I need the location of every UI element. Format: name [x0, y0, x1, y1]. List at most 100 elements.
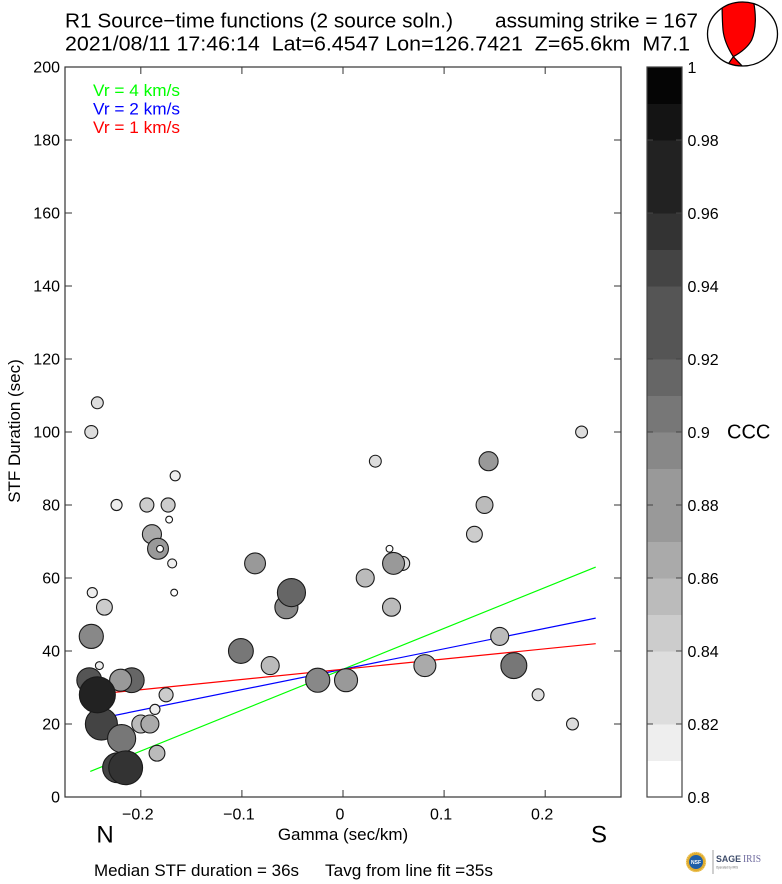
- colorbar-tick-label: 0.84: [688, 644, 719, 661]
- colorbar-band: [647, 286, 682, 323]
- data-point: [575, 425, 589, 439]
- data-point: [149, 703, 161, 715]
- data-point: [276, 578, 307, 608]
- nsf-logo-text: NSF: [691, 860, 701, 866]
- y-tick-label: 20: [42, 717, 60, 734]
- data-point: [160, 497, 176, 513]
- data-point: [167, 558, 178, 569]
- data-point: [385, 544, 394, 553]
- x-tick-label: 0.1: [430, 807, 452, 824]
- nsf-logo-icon: NSF: [685, 851, 707, 873]
- colorbar-band: [647, 213, 682, 250]
- x-tick-label: −0.1: [223, 807, 255, 824]
- beachball-compressional-wedge: [724, 56, 746, 66]
- y-tick-label: 180: [33, 133, 60, 150]
- data-point: [170, 588, 179, 597]
- colorbar-tick-label: 0.96: [688, 206, 719, 223]
- y-tick-label: 60: [42, 571, 60, 588]
- beachball-nodal-plane-2: [723, 2, 756, 66]
- colorbar-band: [647, 322, 682, 360]
- data-point: [465, 525, 483, 543]
- colorbar-band: [647, 103, 682, 141]
- colorbar-band: [647, 541, 682, 579]
- legend-entry-vr2: Vr = 2 km/s: [93, 100, 180, 119]
- legend-entry-vr1: Vr = 1 km/s: [93, 118, 180, 137]
- y-tick-labels: 0 20 40 60 80 100 120 140 160 180 200: [33, 60, 60, 807]
- colorbar-tick-label: 0.88: [688, 498, 719, 515]
- data-point: [490, 626, 510, 646]
- colorbar-bands: [647, 67, 682, 798]
- data-point: [475, 495, 494, 515]
- beachball-outline: [706, 1, 779, 67]
- x-tick-label: 0.2: [531, 807, 553, 824]
- data-point: [110, 498, 123, 512]
- sage-iris-logo: NSF SAGE IRIS Operated by IRIS: [685, 850, 761, 874]
- x-tick-labels: −0.2 −0.1 0 0.1 0.2: [122, 807, 553, 824]
- data-point: [260, 656, 280, 676]
- colorbar-band: [647, 468, 682, 506]
- direction-label-south: S: [591, 822, 607, 849]
- tavg-line-fit: Tavg from line fit =35s: [325, 861, 493, 880]
- strike-annotation: assuming strike = 167: [495, 10, 698, 33]
- figure-title: R1 Source−time functions (2 source soln.…: [65, 10, 453, 33]
- y-tick-label: 160: [33, 206, 60, 223]
- data-point: [333, 668, 359, 693]
- y-tick-label: 80: [42, 498, 60, 515]
- logo-tagline: Operated by IRIS: [716, 866, 739, 870]
- logo-iris-text: IRIS: [743, 854, 761, 865]
- data-point: [158, 687, 174, 703]
- data-point: [381, 597, 402, 617]
- colorbar-ticks: [647, 139, 682, 725]
- legend-entry-vr4: Vr = 4 km/s: [93, 81, 180, 100]
- colorbar-tick-label: 0.9: [688, 425, 710, 442]
- data-point: [227, 638, 254, 664]
- colorbar-tick-label: 0.94: [688, 279, 719, 296]
- data-point: [107, 724, 137, 754]
- data-points: [76, 396, 589, 786]
- data-point: [95, 598, 113, 616]
- colorbar-band: [647, 432, 682, 469]
- colorbar-band: [647, 760, 682, 798]
- colorbar-band: [647, 651, 682, 688]
- plot-area: −0.2 −0.1 0 0.1 0.2 0 20 40 60 80 100 120 140 160 180…: [33, 60, 622, 824]
- y-tick-label: 100: [33, 425, 60, 442]
- data-point: [94, 661, 104, 671]
- data-point: [108, 750, 144, 786]
- y-axis-label: STF Duration (sec): [5, 359, 24, 503]
- data-point: [305, 667, 331, 693]
- y-tick-label: 120: [33, 352, 60, 369]
- colorbar: 10.980.960.940.920.90.880.860.840.820.8 …: [646, 60, 770, 807]
- data-point: [413, 654, 437, 678]
- colorbar-band: [647, 614, 682, 652]
- y-tick-label: 0: [51, 790, 60, 807]
- data-point: [139, 497, 155, 513]
- data-point: [140, 714, 160, 734]
- colorbar-tick-label: 0.92: [688, 352, 719, 369]
- colorbar-band: [647, 578, 682, 615]
- x-tick-label: −0.2: [122, 807, 154, 824]
- axis-ticks: [65, 66, 621, 798]
- event-info: 2021/08/11 17:46:14 Lat=6.4547 Lon=126.7…: [65, 33, 690, 56]
- beachball-compressional-lobe: [722, 2, 756, 57]
- y-tick-label: 40: [42, 644, 60, 661]
- colorbar-band: [647, 687, 682, 725]
- x-axis-label: Gamma (sec/km): [278, 825, 408, 844]
- data-point: [368, 454, 382, 468]
- colorbar-tick-label: 0.98: [688, 133, 719, 150]
- data-point: [500, 652, 528, 680]
- data-point: [148, 744, 166, 762]
- focal-mechanism-beachball-icon: [706, 1, 779, 67]
- colorbar-band: [647, 359, 682, 396]
- logo-sage-text: SAGE: [716, 854, 741, 865]
- legend: Vr = 4 km/s Vr = 2 km/s Vr = 1 km/s: [93, 81, 180, 137]
- y-tick-label: 200: [33, 60, 60, 77]
- data-point: [478, 451, 499, 472]
- data-point: [244, 552, 267, 575]
- data-point: [156, 544, 164, 553]
- colorbar-band: [647, 140, 682, 177]
- colorbar-band: [647, 176, 682, 214]
- colorbar-tick-label: 0.86: [688, 571, 719, 588]
- colorbar-band: [647, 395, 682, 433]
- direction-label-north: N: [96, 822, 113, 849]
